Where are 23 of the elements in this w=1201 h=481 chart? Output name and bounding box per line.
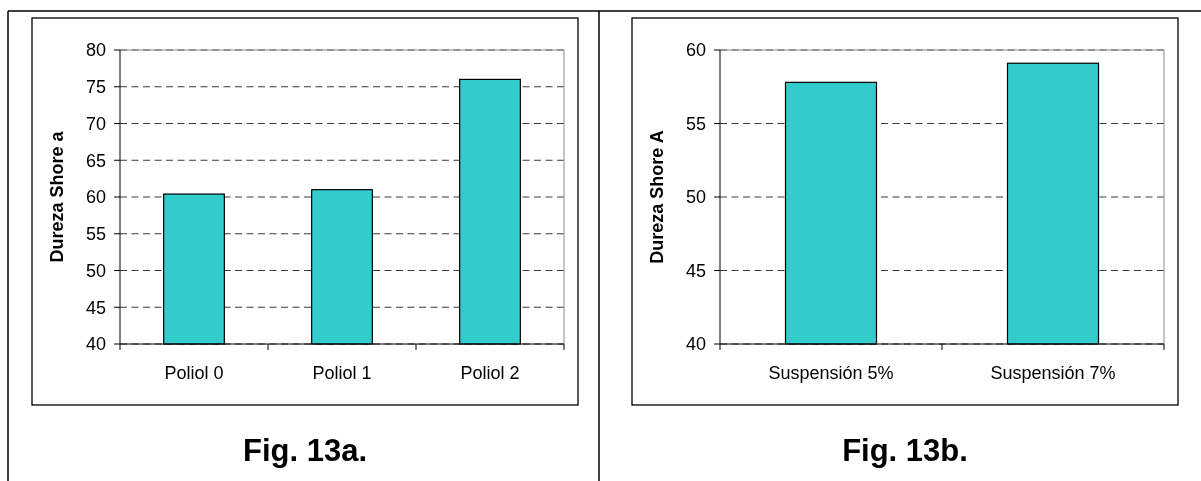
y-tick-label: 40 — [85, 334, 106, 355]
y-tick-label: 45 — [685, 260, 706, 281]
y-tick-label: 40 — [685, 334, 706, 355]
x-tick-label: Poliol 0 — [164, 363, 224, 383]
y-tick-label: 55 — [85, 224, 106, 245]
y-axis-title: Dureza Shore a — [47, 130, 67, 263]
y-tick-label: 45 — [85, 297, 106, 318]
y-tick-label: 70 — [85, 113, 106, 134]
x-tick-label: Poliol 1 — [312, 363, 372, 383]
caption: Fig. 13a. — [242, 433, 368, 468]
y-tick-label: 60 — [85, 187, 106, 208]
y-tick-label: 60 — [685, 40, 706, 61]
y-tick-label: 50 — [685, 187, 706, 208]
y-tick-label: 55 — [685, 113, 706, 134]
x-tick-label: Suspensión 7% — [990, 363, 1116, 383]
caption: Fig. 13b. — [842, 433, 968, 468]
y-axis-title: Dureza Shore A — [647, 130, 667, 264]
y-tick-label: 75 — [85, 77, 106, 98]
x-tick-label: Poliol 2 — [460, 363, 520, 383]
y-tick-label: 80 — [85, 40, 106, 61]
y-tick-label: 65 — [85, 150, 106, 171]
y-tick-label: 50 — [85, 260, 106, 281]
x-tick-label: Suspensión 5% — [768, 363, 894, 383]
